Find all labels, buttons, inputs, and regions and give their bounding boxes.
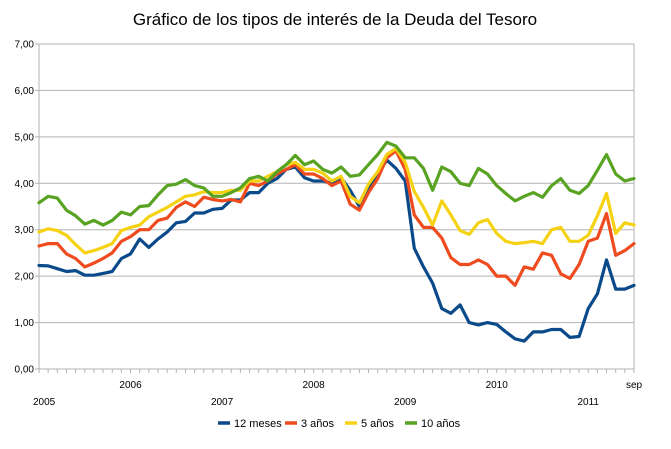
x-tick-label: 2007 bbox=[211, 397, 234, 408]
series-line-10-años bbox=[37, 140, 636, 227]
x-tick-label: sep bbox=[626, 380, 643, 391]
y-axis: 0,00 1,00 2,00 3,00 4,00 5,00 6,00 7,00 bbox=[15, 40, 39, 376]
y-tick-label: 5,00 bbox=[15, 132, 35, 143]
y-tick-label: 1,00 bbox=[15, 318, 35, 329]
y-tick-label: 6,00 bbox=[15, 86, 35, 97]
legend-label: 12 meses bbox=[234, 418, 282, 430]
legend-label: 10 años bbox=[421, 418, 461, 430]
legend-label: 5 años bbox=[361, 418, 395, 430]
x-tick-label: 2011 bbox=[577, 397, 599, 408]
y-tick-label: 3,00 bbox=[15, 225, 35, 236]
x-axis: 2005 2006 2007 2008 2009 2010 2011 sep bbox=[33, 369, 642, 408]
gridlines bbox=[38, 43, 635, 370]
x-tick-label: 2005 bbox=[33, 397, 56, 408]
y-tick-label: 7,00 bbox=[15, 40, 35, 51]
series-line-12-meses bbox=[37, 158, 636, 343]
x-tick-label: 2006 bbox=[119, 380, 142, 391]
y-tick-label: 4,00 bbox=[15, 179, 35, 190]
y-tick-label: 2,00 bbox=[15, 272, 35, 283]
series-line-3-años bbox=[37, 149, 636, 287]
plot-border bbox=[38, 43, 635, 370]
legend: 12 meses 3 años 5 años 10 años bbox=[218, 418, 461, 430]
x-tick-label: 2010 bbox=[486, 380, 509, 391]
x-tick-label: 2008 bbox=[302, 380, 325, 391]
x-tick-label: 2009 bbox=[394, 397, 417, 408]
series-line-5-años bbox=[37, 146, 636, 255]
chart-title: Gráfico de los tipos de interés de la De… bbox=[133, 10, 537, 29]
y-tick-label: 0,00 bbox=[15, 365, 35, 376]
legend-label: 3 años bbox=[301, 418, 335, 430]
series-lines bbox=[37, 140, 636, 343]
